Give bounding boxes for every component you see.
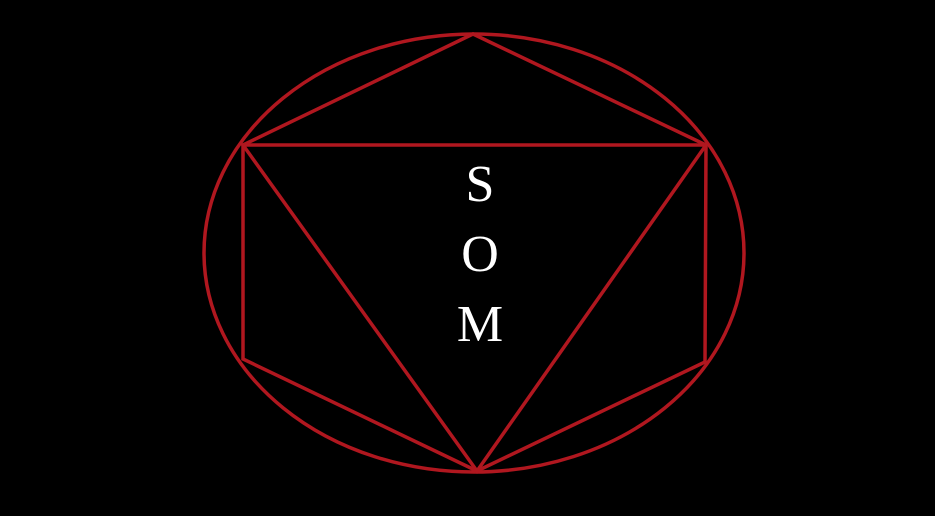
letter-s: S — [465, 156, 495, 213]
monogram-letters: S O M — [430, 150, 530, 360]
inverted-triangle — [239, 143, 710, 475]
letter-m: M — [456, 296, 504, 353]
letter-o: O — [461, 226, 499, 283]
